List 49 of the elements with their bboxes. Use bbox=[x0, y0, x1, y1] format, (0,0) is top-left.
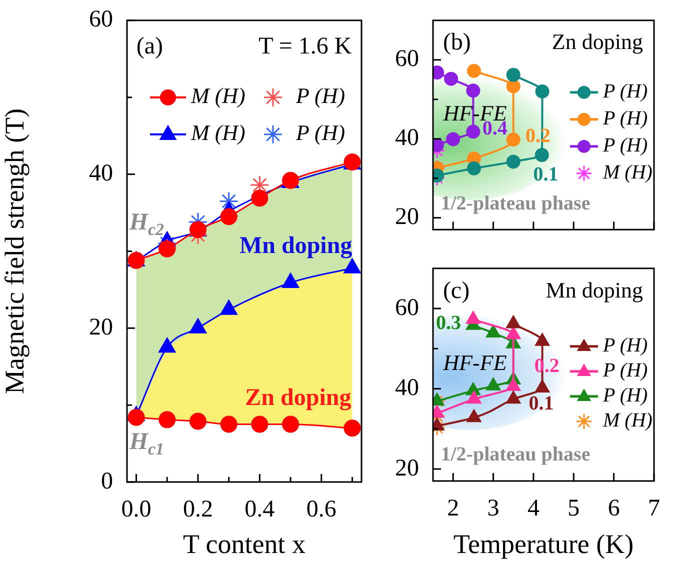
y-tick-label: 20 bbox=[395, 455, 419, 482]
annotation: 0.3 bbox=[436, 312, 461, 334]
annotation: Mn doping bbox=[546, 278, 643, 303]
y-tick-label: 60 bbox=[395, 294, 419, 321]
legend-label: P (H) bbox=[295, 120, 346, 146]
x-tick-label: 0.2 bbox=[182, 496, 213, 523]
legend-label: P (H) bbox=[602, 360, 648, 382]
legend-label: P (H) bbox=[602, 384, 648, 407]
annotation: Zn doping bbox=[552, 29, 643, 54]
x-tick-label: 5 bbox=[568, 496, 580, 522]
legend-label: M (H) bbox=[190, 120, 246, 146]
annotation: 0.1 bbox=[533, 163, 558, 186]
legend-label: M (H) bbox=[602, 162, 653, 184]
annotation: 1/2-plateau phase bbox=[440, 444, 590, 466]
legend-label: M (H) bbox=[602, 410, 653, 432]
annotation: Mn doping bbox=[239, 232, 352, 259]
annotation: 1/2-plateau phase bbox=[440, 192, 590, 215]
annotation: 0.1 bbox=[528, 392, 554, 415]
x-tick-label: 3 bbox=[487, 496, 500, 522]
y-tick-label: 40 bbox=[395, 125, 419, 152]
x-tick-label: 6 bbox=[608, 496, 620, 522]
annotation: Zn doping bbox=[245, 385, 352, 412]
annotation: (c) bbox=[442, 278, 470, 304]
y-tick-label: 60 bbox=[395, 46, 419, 72]
legend-label: P (H) bbox=[602, 134, 648, 157]
x-tick-label: 0.6 bbox=[306, 496, 336, 523]
legend-label: M (H) bbox=[190, 83, 246, 108]
legend-label: P (H) bbox=[602, 80, 648, 103]
y-tick-label: 20 bbox=[395, 204, 419, 230]
legend-label: P (H) bbox=[295, 83, 346, 108]
y-tick-label: 40 bbox=[89, 160, 113, 187]
legend-label: P (H) bbox=[602, 108, 648, 130]
y-tick-label: 40 bbox=[395, 375, 419, 402]
annotation: (b) bbox=[442, 30, 471, 56]
y-tick-label: 0 bbox=[101, 468, 113, 494]
annotation: T = 1.6 K bbox=[258, 33, 352, 60]
y-axis-title: Magnetic field strengh (T) bbox=[0, 108, 30, 394]
x-tick-label: 7 bbox=[648, 496, 660, 522]
x-axis-title: Temperature (K) bbox=[453, 528, 634, 559]
x-tick-label: 0.4 bbox=[244, 496, 275, 523]
annotation: HF-FE bbox=[442, 350, 508, 375]
x-axis-title: T content x bbox=[183, 528, 306, 559]
annotation: (a) bbox=[136, 33, 164, 60]
x-tick-label: 4 bbox=[527, 496, 540, 522]
legend-label: P (H) bbox=[602, 334, 648, 357]
x-tick-label: 0.0 bbox=[121, 496, 152, 523]
x-tick-label: 2 bbox=[447, 496, 460, 522]
y-tick-label: 20 bbox=[89, 314, 113, 340]
y-tick-label: 60 bbox=[89, 6, 113, 33]
